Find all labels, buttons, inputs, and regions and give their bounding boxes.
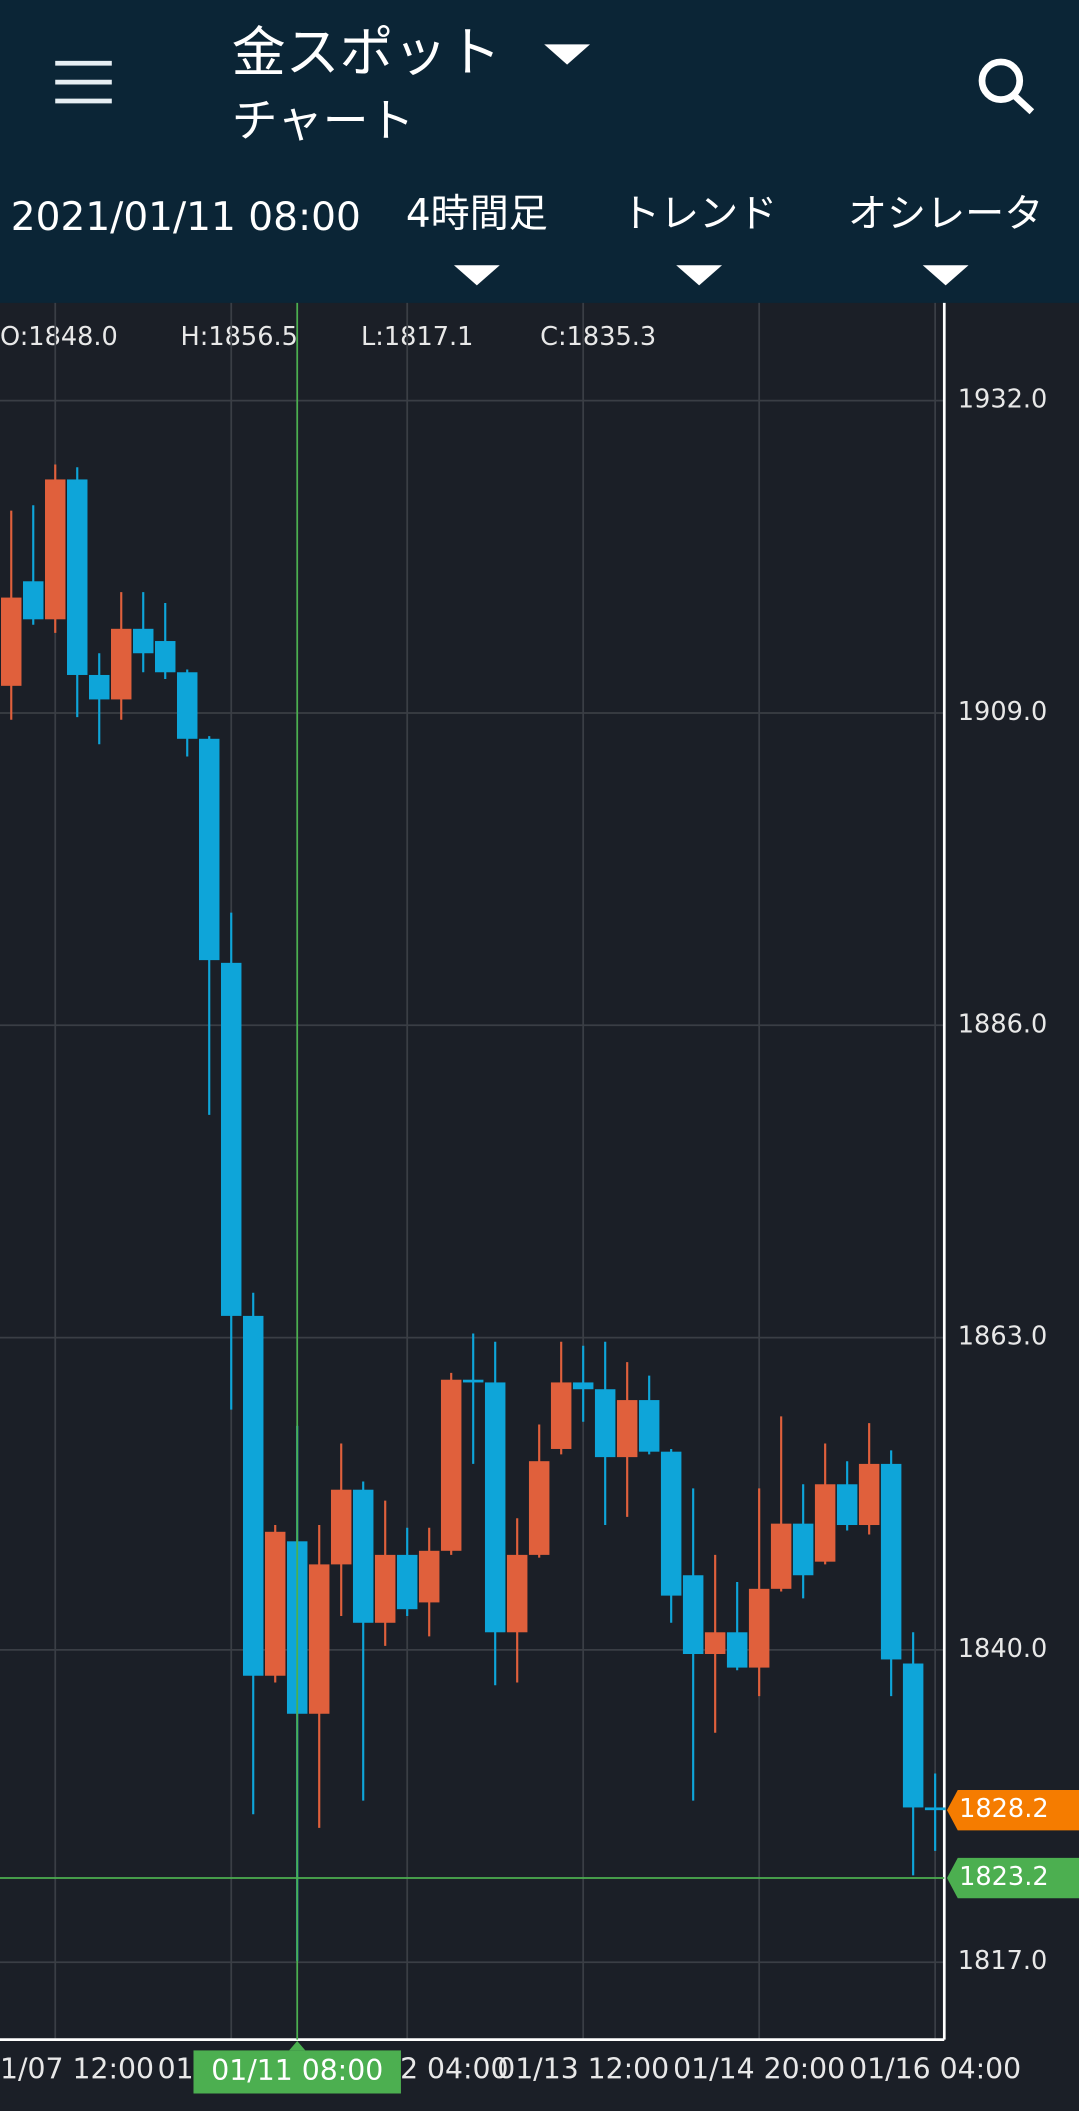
dropdown-arrow[interactable]: [453, 265, 500, 286]
x-tick-label: 1/07 12:00: [0, 2053, 154, 2086]
candle-body: [748, 1588, 770, 1668]
title-dropdown[interactable]: [544, 44, 591, 65]
candle-body: [220, 962, 242, 1316]
candle-body: [440, 1379, 462, 1551]
candle-body: [110, 628, 132, 700]
x-tick-label: 01/13 12:00: [497, 2053, 669, 2086]
y-tick-label: 1840.0: [958, 1634, 1048, 1664]
candle-body: [594, 1389, 616, 1458]
subtitle: チャート: [232, 94, 415, 147]
x-tick-label: 01/14 20:00: [673, 2053, 845, 2086]
date: 2021/01/11 08:00: [11, 195, 361, 240]
y-tick-label: 1886.0: [958, 1009, 1048, 1039]
dropdown-arrow[interactable]: [922, 265, 969, 286]
header-bar: [0, 0, 1079, 303]
candle-body: [23, 581, 44, 620]
crosshair-x-label-bg: [193, 2050, 401, 2094]
candle-body: [330, 1489, 352, 1565]
candle-body: [770, 1523, 792, 1589]
candle-body: [704, 1632, 726, 1655]
candle-body: [242, 1315, 264, 1676]
candle-body: [374, 1554, 396, 1623]
ohlc-open: O:1848.0: [0, 322, 118, 352]
dropdown-arrow[interactable]: [676, 265, 723, 286]
candle-body: [572, 1382, 594, 1390]
candle-body: [814, 1484, 836, 1562]
candle-body: [462, 1379, 484, 1383]
candle-body: [550, 1382, 572, 1449]
candle-body: [132, 628, 154, 654]
last-price-label: 1828.2: [959, 1794, 1049, 1824]
candle-body: [638, 1400, 660, 1452]
search-button[interactable]: [978, 58, 1035, 115]
candle-body: [858, 1463, 880, 1526]
candle-body: [506, 1554, 528, 1633]
candle-body: [924, 1807, 946, 1811]
menu-oscillator[interactable]: オシレータ: [848, 192, 1043, 237]
candle-body: [682, 1575, 704, 1655]
ohlc-high: H:1856.5: [181, 322, 298, 352]
candle-body: [198, 738, 220, 961]
candle-body: [1, 597, 22, 686]
candle-body: [880, 1463, 902, 1660]
candle-body: [616, 1400, 638, 1458]
candle-body: [264, 1531, 286, 1676]
menu-button[interactable]: [55, 60, 112, 104]
candle-body: [418, 1550, 440, 1603]
crosshair-price-label-bg: [946, 1857, 1079, 1899]
y-tick-label: 1932.0: [958, 385, 1048, 415]
candle-body: [89, 674, 110, 700]
y-tick-label: 1909.0: [958, 697, 1048, 727]
candle-body: [660, 1451, 682, 1596]
x-tick-label: 2 04:00: [400, 2053, 508, 2086]
x-tick-label: 01/16 04:00: [849, 2053, 1021, 2086]
ohlc-low: L:1817.1: [361, 322, 473, 352]
candle-body: [836, 1484, 858, 1526]
crosshair-x-pointer: [289, 2040, 306, 2051]
grid: [0, 302, 945, 2040]
candle-body: [45, 479, 66, 620]
ohlc-close: C:1835.3: [540, 322, 656, 352]
candle-body: [792, 1523, 814, 1576]
menu-timeframe[interactable]: 4時間足: [406, 192, 548, 237]
title[interactable]: 金スポット: [232, 21, 501, 84]
y-tick-label: 1863.0: [958, 1322, 1048, 1352]
candle-body: [726, 1632, 748, 1668]
crosshair-x-label: 01/11 08:00: [211, 2054, 383, 2087]
candle-body: [352, 1489, 374, 1623]
candle-body: [528, 1461, 550, 1555]
crosshair-price-label: 1823.2: [959, 1862, 1049, 1892]
candle-body: [902, 1663, 924, 1808]
last-price-label-bg: [946, 1789, 1079, 1831]
candle-body: [308, 1564, 330, 1714]
candle-body: [396, 1554, 418, 1610]
candle-body: [154, 641, 176, 673]
candle-body: [67, 479, 88, 675]
menu-trend[interactable]: トレンド: [621, 192, 777, 237]
candle-body: [176, 672, 198, 739]
candle-body: [484, 1382, 506, 1633]
y-tick-label: 1817.0: [958, 1946, 1048, 1976]
